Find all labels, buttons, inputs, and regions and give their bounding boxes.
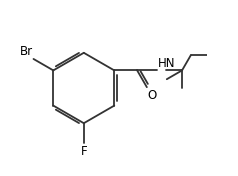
Text: Br: Br — [20, 45, 33, 58]
Text: HN: HN — [157, 56, 175, 70]
Text: O: O — [148, 89, 157, 102]
Text: F: F — [80, 145, 87, 158]
